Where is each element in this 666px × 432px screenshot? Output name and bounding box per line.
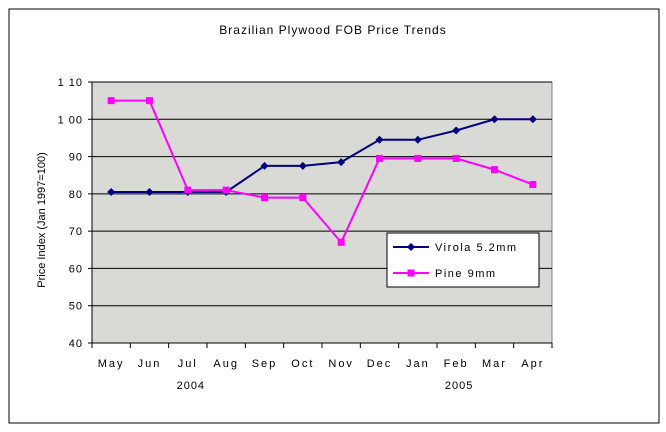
x-tick-label: Sep — [252, 358, 278, 370]
year-label: 2004 — [177, 380, 205, 392]
y-tick-label: 90 — [69, 152, 83, 164]
y-tick-label: 80 — [69, 189, 83, 201]
data-point — [491, 166, 498, 173]
x-tick-label: May — [98, 358, 125, 370]
x-tick-label: Nov — [328, 358, 354, 370]
data-point — [453, 155, 460, 162]
x-tick-label: Jun — [138, 358, 162, 370]
x-tick-label: Apr — [521, 358, 544, 370]
year-label: 2005 — [445, 380, 473, 392]
x-tick-label: Dec — [367, 358, 393, 370]
y-tick-label: 1 10 — [58, 77, 83, 89]
x-tick-label: Mar — [482, 358, 507, 370]
data-point — [299, 194, 306, 201]
chart-title: Brazilian Plywood FOB Price Trends — [219, 23, 446, 37]
y-tick-label: 50 — [69, 301, 83, 313]
legend-label: Virola 5.2mm — [435, 242, 518, 254]
data-point — [376, 155, 383, 162]
data-point — [338, 239, 345, 246]
y-tick-label: 1 00 — [58, 114, 83, 126]
legend-label: Pine 9mm — [435, 268, 497, 280]
y-tick-label: 40 — [69, 338, 83, 350]
data-point — [414, 155, 421, 162]
data-point — [184, 187, 191, 194]
x-tick-label: Jan — [406, 358, 430, 370]
plot-area — [92, 82, 552, 343]
legend: Virola 5.2mm Pine 9mm — [387, 233, 539, 287]
legend-marker — [408, 270, 415, 277]
data-point — [261, 194, 268, 201]
x-tick-label: Feb — [444, 358, 469, 370]
data-point — [529, 181, 536, 188]
data-point — [146, 97, 153, 104]
y-tick-label: 70 — [69, 226, 83, 238]
x-tick-label: Jul — [178, 358, 198, 370]
x-tick-label: Oct — [291, 358, 314, 370]
y-axis-label: Price Index (Jan 1997=100) — [36, 152, 48, 287]
x-tick-label: Aug — [213, 358, 239, 370]
data-point — [108, 97, 115, 104]
data-point — [223, 187, 230, 194]
y-tick-label: 60 — [69, 263, 83, 275]
